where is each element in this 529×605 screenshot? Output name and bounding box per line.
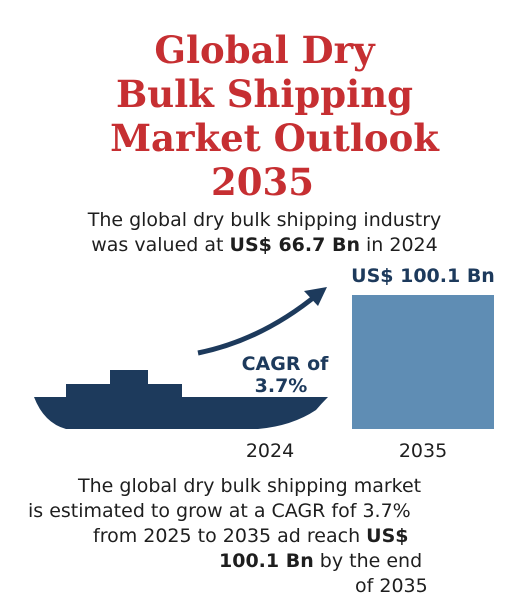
- outro-line-3: from 2025 to 2035 ad reach US$: [93, 524, 529, 549]
- cagr-label-line-1: CAGR of: [242, 353, 330, 375]
- bar-2035: [352, 295, 494, 429]
- growth-arrowhead: [304, 287, 327, 306]
- outro-line-3a: from 2025 to 2035 ad reach: [93, 525, 367, 547]
- outro-line-4a: 100.1 Bn: [219, 550, 314, 572]
- title-line-3: Market Outlook: [110, 116, 439, 160]
- outro-line-4: 100.1 Bn by the end: [219, 549, 529, 574]
- category-label-2035: 2035: [399, 440, 447, 462]
- ship-icon: [34, 370, 328, 429]
- intro-value: US$ 66.7 Bn: [229, 234, 360, 256]
- cagr-label-line-2: 3.7%: [255, 375, 308, 397]
- intro-line-1: The global dry bulk shipping industry: [87, 209, 442, 231]
- outro-line-5: of 2035: [355, 575, 428, 597]
- bar-group: 2024 US$ 100.1 Bn 2035: [246, 265, 495, 462]
- outro-line-4b: by the end: [313, 550, 423, 572]
- outro-line-1: The global dry bulk shipping market: [78, 475, 422, 497]
- outro-text: The global dry bulk shipping market is e…: [0, 474, 529, 599]
- growth-arrow: [197, 292, 320, 356]
- market-chart: 2024 US$ 100.1 Bn 2035 CAGR of 3.7%: [34, 265, 495, 462]
- intro-post: in 2024: [359, 234, 438, 256]
- outro-line-2: is estimated to grow at a CAGR fof 3.7%: [28, 500, 411, 522]
- title-line-1: Global Dry: [154, 28, 375, 72]
- category-label-2024: 2024: [246, 440, 294, 462]
- outro-line-3b: US$: [366, 525, 409, 547]
- intro-text: The global dry bulk shipping industry wa…: [0, 208, 529, 258]
- bar-value-label-2035: US$ 100.1 Bn: [351, 265, 495, 287]
- intro-mid: was valued at: [91, 234, 230, 256]
- title-line-4: 2035: [211, 160, 314, 204]
- title-line-2: Bulk Shipping: [116, 72, 413, 116]
- intro-line-2: was valued at US$ 66.7 Bn in 2024: [0, 233, 529, 258]
- page-title: Global Dry Bulk Shipping Market Outlook …: [0, 28, 529, 204]
